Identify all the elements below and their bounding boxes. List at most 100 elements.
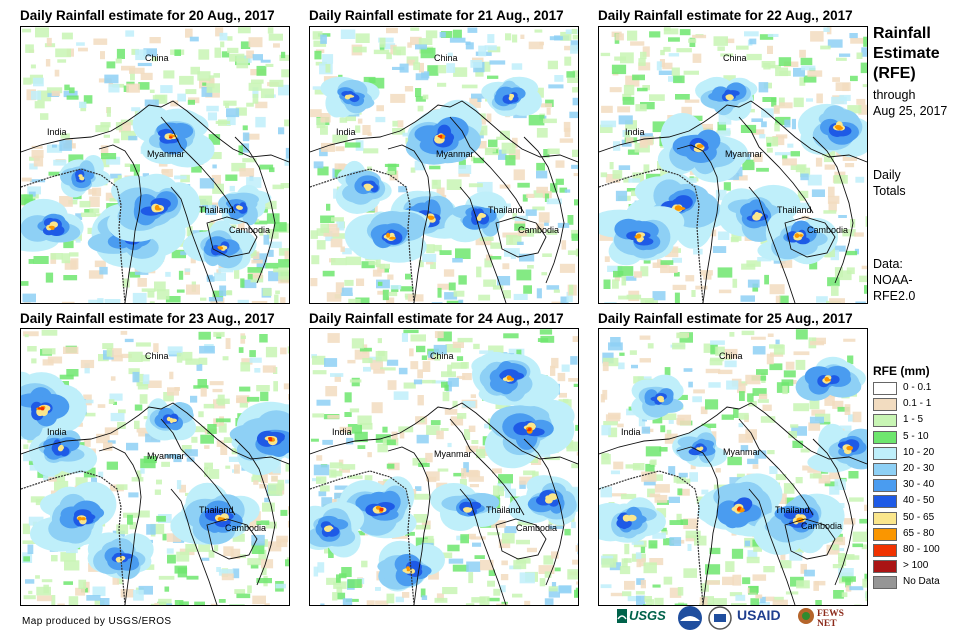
- rainfall-map-6: China India Myanmar Thailand Cambodia: [598, 328, 868, 606]
- legend-swatch: [873, 479, 897, 493]
- map-credit: Map produced by USGS/EROS: [22, 616, 172, 627]
- legend-swatch: [873, 430, 897, 444]
- totals-line: Daily: [873, 168, 901, 182]
- panel-title-5: Daily Rainfall estimate for 24 Aug., 201…: [309, 311, 564, 326]
- label-cambodia: Cambodia: [518, 225, 560, 235]
- agency-logos: USGS USAID FEWS NET: [617, 605, 862, 633]
- noaa-logo-mark: [678, 606, 702, 630]
- sidebar-title: Rainfall Estimate (RFE): [873, 24, 940, 84]
- label-thailand: Thailand: [777, 205, 812, 215]
- fews-net-logo-text: FEWS NET: [817, 609, 844, 629]
- map-graphic: [599, 329, 867, 605]
- label-thailand: Thailand: [775, 505, 810, 515]
- label-india: India: [336, 127, 356, 137]
- label-myanmar: Myanmar: [147, 149, 185, 159]
- legend-label: 10 - 20: [903, 446, 935, 458]
- label-thailand: Thailand: [199, 205, 234, 215]
- label-myanmar: Myanmar: [723, 447, 761, 457]
- rainfall-map-2: China India Myanmar Thailand Cambodia: [309, 26, 579, 304]
- sidebar-through: through Aug 25, 2017: [873, 87, 947, 119]
- legend-label: 5 - 10: [903, 430, 929, 442]
- legend-swatch: [873, 462, 897, 476]
- legend-swatch: [873, 382, 897, 395]
- usaid-logo: USAID: [737, 605, 795, 633]
- legend-swatch: [873, 560, 897, 574]
- map-graphic: [21, 329, 289, 605]
- legend-label: 30 - 40: [903, 479, 935, 491]
- legend-label: 0 - 0.1: [903, 382, 932, 393]
- usgs-logo: USGS: [617, 605, 675, 633]
- sidebar-title-line: Estimate: [873, 45, 940, 62]
- label-thailand: Thailand: [486, 505, 521, 515]
- legend-swatch: [873, 495, 897, 509]
- usgs-logo-text: USGS: [629, 608, 666, 623]
- sidebar-data-source: Data: NOAA- RFE2.0: [873, 256, 915, 304]
- label-cambodia: Cambodia: [516, 523, 558, 533]
- usda-logo-mark: [708, 606, 732, 630]
- legend-label: 40 - 50: [903, 495, 935, 507]
- sidebar-title-line: Rainfall: [873, 25, 931, 42]
- label-thailand: Thailand: [488, 205, 523, 215]
- legend-swatch: [873, 527, 897, 541]
- label-india: India: [47, 127, 67, 137]
- panel-title-6: Daily Rainfall estimate for 25 Aug., 201…: [598, 311, 853, 326]
- panel-title-1: Daily Rainfall estimate for 20 Aug., 201…: [20, 8, 275, 23]
- legend-swatch: [873, 576, 897, 590]
- label-china: China: [723, 53, 747, 63]
- legend-label: > 100: [903, 560, 929, 572]
- label-cambodia: Cambodia: [801, 521, 843, 531]
- rainfall-map-4: China India Myanmar Thailand Cambodia: [20, 328, 290, 606]
- totals-line: Totals: [873, 184, 906, 198]
- legend-label: 1 - 5: [903, 414, 924, 426]
- label-myanmar: Myanmar: [436, 149, 474, 159]
- data-line: NOAA-: [873, 273, 913, 287]
- legend-swatch: [873, 398, 897, 412]
- usaid-logo-text: USAID: [737, 607, 781, 623]
- noaa-logo: [677, 605, 703, 633]
- fews-net-logo: FEWS NET: [797, 605, 863, 633]
- rainfall-map-3: China India Myanmar Thailand Cambodia: [598, 26, 868, 304]
- label-china: China: [430, 351, 454, 361]
- fews-net-logo-mark: [798, 608, 814, 624]
- through-line: Aug 25, 2017: [873, 104, 948, 118]
- panel-title-4: Daily Rainfall estimate for 23 Aug., 201…: [20, 311, 275, 326]
- label-cambodia: Cambodia: [225, 523, 267, 533]
- legend-label: 65 - 80: [903, 527, 935, 539]
- through-line: through: [873, 88, 916, 102]
- legend-label: No Data: [903, 576, 940, 588]
- label-india: India: [621, 427, 641, 437]
- label-cambodia: Cambodia: [807, 225, 849, 235]
- label-myanmar: Myanmar: [725, 149, 763, 159]
- label-myanmar: Myanmar: [147, 451, 185, 461]
- sidebar-totals: Daily Totals: [873, 167, 906, 199]
- rainfall-map-1: China India Myanmar Thailand Cambodia: [20, 26, 290, 304]
- sidebar-title-line: (RFE): [873, 65, 916, 82]
- label-india: India: [332, 427, 352, 437]
- legend-swatch: [873, 511, 897, 525]
- label-myanmar: Myanmar: [434, 449, 472, 459]
- panel-title-3: Daily Rainfall estimate for 22 Aug., 201…: [598, 8, 853, 23]
- label-china: China: [434, 53, 458, 63]
- label-china: China: [719, 351, 743, 361]
- legend-swatch: [873, 543, 897, 557]
- map-graphic: [21, 27, 289, 303]
- usgs-logo-mark: [617, 609, 627, 623]
- map-graphic: [599, 27, 867, 303]
- legend-swatch: [873, 446, 897, 460]
- legend-label: 80 - 100: [903, 543, 940, 555]
- label-thailand: Thailand: [199, 505, 234, 515]
- legend-title: RFE (mm): [873, 364, 930, 378]
- label-china: China: [145, 53, 169, 63]
- data-line: Data:: [873, 257, 903, 271]
- map-graphic: [310, 329, 578, 605]
- label-india: India: [625, 127, 645, 137]
- rainfall-map-5: China India Myanmar Thailand Cambodia: [309, 328, 579, 606]
- label-india: India: [47, 427, 67, 437]
- legend-label: 50 - 65: [903, 511, 935, 523]
- map-graphic: [310, 27, 578, 303]
- data-line: RFE2.0: [873, 289, 916, 303]
- legend-label: 20 - 30: [903, 462, 935, 474]
- panel-title-2: Daily Rainfall estimate for 21 Aug., 201…: [309, 8, 564, 23]
- label-cambodia: Cambodia: [229, 225, 271, 235]
- label-china: China: [145, 351, 169, 361]
